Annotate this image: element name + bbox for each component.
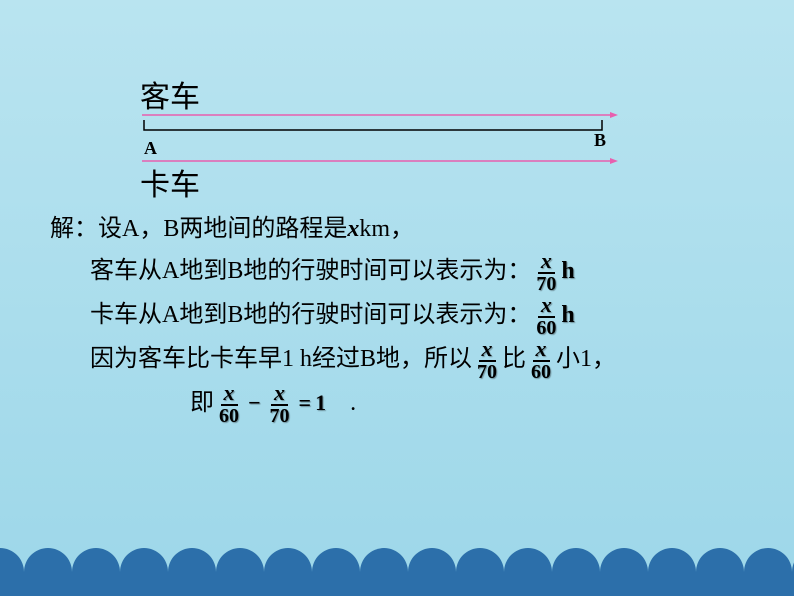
- line3-unit: h: [561, 296, 574, 336]
- line5-fraction-1: x 60: [216, 382, 242, 426]
- line5-rhs: 1: [315, 385, 326, 421]
- line5-fraction-2: x 70: [267, 382, 293, 426]
- frac-den: 70: [533, 274, 559, 294]
- line4-pre: 因为客车比卡车早1 h经过B地，所以: [90, 340, 472, 380]
- frac-den: 60: [528, 362, 554, 382]
- bracket-shape: [140, 118, 610, 134]
- minus-op: −: [248, 385, 261, 421]
- line5-pre: 即: [190, 384, 214, 424]
- line4-mid: 比: [502, 340, 526, 380]
- line2-pre: 客车从A地到B地的行驶时间可以表示为：: [90, 252, 531, 292]
- point-b-label: B: [594, 130, 606, 151]
- line3-pre: 卡车从A地到B地的行驶时间可以表示为：: [90, 296, 531, 336]
- frac-den: 60: [216, 406, 242, 426]
- line2-fraction: x 70: [533, 250, 559, 294]
- line4-fraction-1: x 70: [474, 338, 500, 382]
- slide: 客车 A B 卡车 解：设A，B两地间的路程是 x km，: [0, 0, 794, 596]
- frac-den: 70: [267, 406, 293, 426]
- line1-var: x: [347, 210, 359, 250]
- frac-num: x: [541, 248, 552, 273]
- frac-num: x: [541, 292, 552, 317]
- line4-fraction-2: x 60: [528, 338, 554, 382]
- solution-block: 解：设A，B两地间的路程是 x km， 客车从A地到B地的行驶时间可以表示为： …: [50, 210, 744, 426]
- diagram-row: [140, 116, 600, 144]
- bottom-arrow: [140, 156, 620, 166]
- solution-line-1: 解：设A，B两地间的路程是 x km，: [50, 210, 744, 250]
- frac-num: x: [536, 336, 547, 361]
- line2-unit: h: [561, 252, 574, 292]
- equals-op: =: [299, 385, 312, 421]
- line1-pre: 解：设A，B两地间的路程是: [50, 210, 347, 250]
- bottom-vehicle-label: 卡车: [140, 168, 744, 204]
- frac-num: x: [274, 380, 285, 405]
- frac-den: 70: [474, 362, 500, 382]
- frac-den: 60: [533, 318, 559, 338]
- frac-num: x: [224, 380, 235, 405]
- line1-post: km，: [359, 210, 414, 250]
- content-area: 客车 A B 卡车 解：设A，B两地间的路程是 x km，: [0, 0, 794, 426]
- solution-line-5: 即 x 60 − x 70 = 1 .: [50, 382, 744, 426]
- solution-line-4: 因为客车比卡车早1 h经过B地，所以 x 70 比 x 60 小1，: [50, 338, 744, 382]
- line4-post: 小1，: [556, 340, 616, 380]
- line3-fraction: x 60: [533, 294, 559, 338]
- solution-line-3: 卡车从A地到B地的行驶时间可以表示为： x 60 h: [50, 294, 744, 338]
- ab-labels: A B: [140, 144, 600, 162]
- solution-line-2: 客车从A地到B地的行驶时间可以表示为： x 70 h: [50, 250, 744, 294]
- frac-num: x: [482, 336, 493, 361]
- scallop-border: [0, 548, 794, 596]
- line5-post: .: [326, 384, 356, 424]
